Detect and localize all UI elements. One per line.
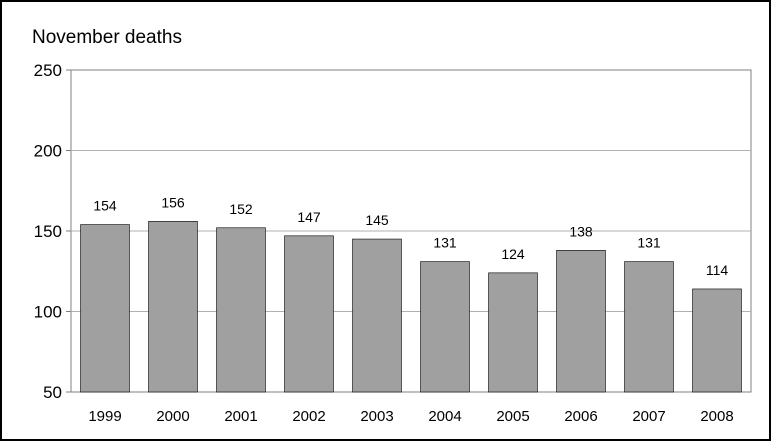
data-label-1999: 154 (93, 198, 117, 214)
y-tick-label: 50 (43, 383, 62, 402)
data-label-2002: 147 (297, 209, 321, 225)
bar-2008 (692, 288, 742, 393)
x-tick-label-1999: 1999 (88, 408, 121, 425)
data-label-2001: 152 (229, 201, 253, 217)
x-tick-label-2007: 2007 (632, 408, 665, 425)
bar-2000 (148, 221, 198, 393)
x-axis: 1999 2000 2001 2002 2003 2004 2005 2006 2007 2008 (88, 408, 733, 425)
y-tick-label: 100 (34, 303, 62, 322)
y-tick-label: 150 (34, 222, 62, 241)
bar-2001 (216, 227, 266, 393)
x-tick-label-2001: 2001 (224, 408, 257, 425)
x-tick-label-2004: 2004 (428, 408, 461, 425)
x-tick-label-2006: 2006 (564, 408, 597, 425)
bar-2002 (284, 235, 334, 393)
y-tick-label: 200 (34, 142, 62, 161)
x-tick-label-2002: 2002 (292, 408, 325, 425)
bar-2007 (624, 261, 674, 393)
data-label-2003: 145 (365, 212, 389, 228)
data-label-2007: 131 (637, 235, 661, 251)
bar-2004 (420, 261, 470, 393)
bars (80, 221, 742, 393)
bar-2003 (352, 238, 402, 393)
data-label-2004: 131 (433, 235, 457, 251)
data-label-2000: 156 (161, 194, 185, 210)
data-label-2006: 138 (569, 223, 593, 239)
bar-2006 (556, 250, 606, 393)
data-labels: 154 156 152 147 145 131 124 138 131 114 (93, 194, 728, 278)
x-tick-label-2005: 2005 (496, 408, 529, 425)
bar-1999 (80, 224, 130, 393)
x-tick-label-2003: 2003 (360, 408, 393, 425)
bar-2005 (488, 272, 538, 393)
x-tick-label-2008: 2008 (700, 408, 733, 425)
x-tick-label-2000: 2000 (156, 408, 189, 425)
y-tick-label: 250 (34, 61, 62, 80)
data-label-2008: 114 (706, 262, 729, 278)
y-axis: 50 100 150 200 250 (34, 61, 71, 402)
chart-title: November deaths (32, 27, 182, 48)
data-label-2005: 124 (501, 246, 525, 262)
